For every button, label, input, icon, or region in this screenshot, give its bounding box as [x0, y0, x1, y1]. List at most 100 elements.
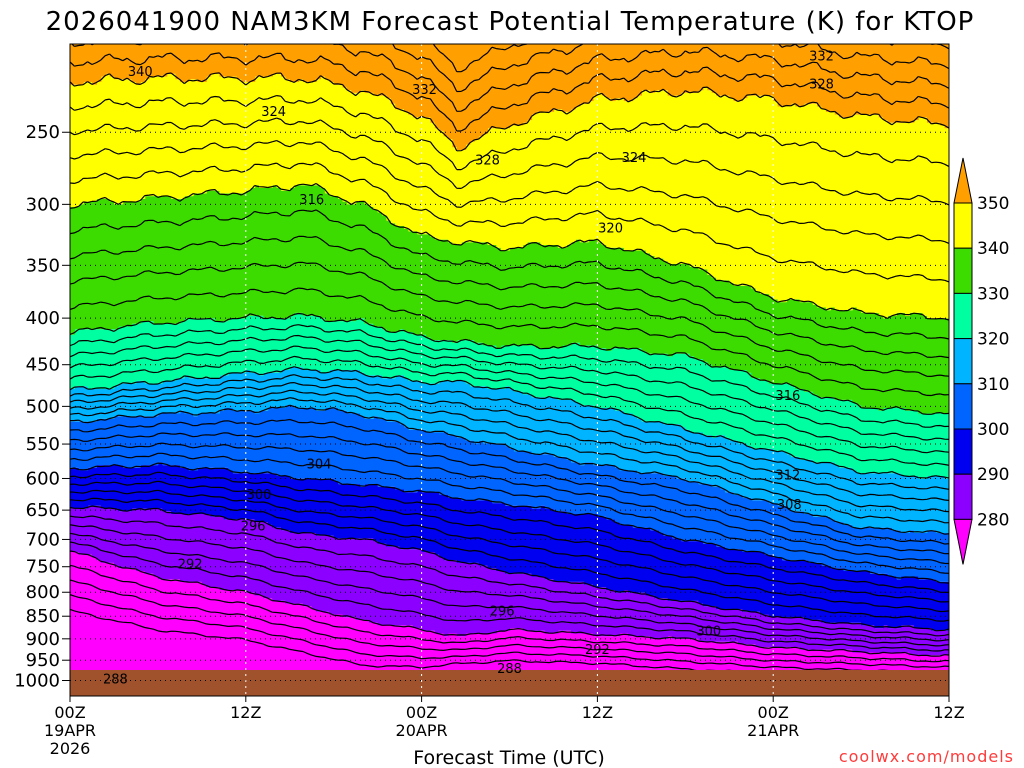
- colorbar-swatch: [953, 292, 973, 340]
- contour-290: [70, 505, 949, 632]
- contour-label: 292: [585, 643, 610, 658]
- colorbar-legend: 350 340 330 320 310 300 290 280: [953, 157, 1009, 565]
- fill-band-4: [70, 367, 949, 533]
- colorbar-swatch: [953, 383, 973, 430]
- fill-band-0: [70, 552, 949, 696]
- contour-334: [70, 261, 949, 377]
- y-axis: 2503003504004505005506006507007508008509…: [14, 122, 70, 691]
- colorbar-swatch: [953, 428, 973, 475]
- fill-band-6: [70, 185, 949, 414]
- contour-276: [70, 579, 949, 668]
- contour-292: [70, 497, 949, 622]
- contour-324: [70, 345, 949, 454]
- contour-356: [392, 44, 949, 93]
- contour-336: [70, 235, 949, 359]
- colorbar-bottom-arrow: [953, 518, 973, 565]
- colorbar-top-arrow: [953, 157, 973, 204]
- y-tick-label: 750: [26, 557, 60, 578]
- contour-314: [70, 389, 949, 513]
- contour-306: [70, 432, 949, 555]
- y-tick-label: 300: [26, 194, 60, 215]
- contour-320: [70, 366, 949, 479]
- contour-label: 296: [241, 520, 266, 535]
- colorbar-label: 290: [977, 465, 1009, 485]
- contour-338: [70, 209, 949, 340]
- contour-label: 288: [497, 662, 522, 677]
- contour-318: [70, 374, 949, 490]
- contour-label: 300: [696, 624, 721, 639]
- y-tick-label: 350: [26, 255, 60, 276]
- colorbar-swatch: [953, 202, 973, 249]
- contour-354: [71, 44, 949, 112]
- x-axis-label: Forecast Time (UTC): [413, 747, 604, 768]
- fill-band-5: [70, 312, 949, 479]
- fill-band-8: [70, 44, 949, 150]
- contour-348: [70, 95, 949, 171]
- y-tick-label: 1000: [14, 670, 60, 691]
- contour-342: [70, 162, 949, 283]
- colorbar-label: 320: [977, 330, 1009, 350]
- contour-label: 308: [777, 498, 802, 513]
- contour-label: 324: [622, 151, 647, 166]
- colorbar-label: 350: [977, 194, 1009, 214]
- contour-302: [70, 452, 949, 574]
- x-tick-date: 20APR: [396, 721, 448, 740]
- chart-title: 2026041900 NAM3KM Forecast Potential Tem…: [46, 7, 975, 37]
- contour-label: 332: [809, 50, 834, 65]
- contour-label: 340: [128, 65, 153, 80]
- y-tick-label: 850: [26, 606, 60, 627]
- contour-294: [70, 489, 949, 613]
- contour-308: [70, 418, 949, 545]
- contour-316: [70, 382, 949, 502]
- contour-280: [70, 550, 949, 657]
- contour-label: 328: [809, 77, 834, 92]
- contour-label: 320: [598, 221, 623, 236]
- colorbar-label: 310: [977, 375, 1009, 395]
- y-tick-label: 600: [26, 468, 60, 489]
- contour-label: 312: [775, 468, 800, 483]
- x-tick-label: 00Z: [54, 703, 85, 722]
- contour-288: [70, 515, 949, 637]
- credit-text: coolwx.com/models: [839, 747, 1014, 766]
- x-tick-label: 00Z: [406, 703, 437, 722]
- contour-282: [70, 541, 949, 652]
- contour-326: [70, 334, 949, 441]
- contour-346: [70, 117, 949, 206]
- y-tick-label: 900: [26, 629, 60, 650]
- colorbar-label: 280: [977, 510, 1009, 530]
- y-tick-label: 550: [26, 434, 60, 455]
- contour-328: [70, 324, 949, 428]
- contour-label: 316: [775, 389, 800, 404]
- colorbar-swatch: [953, 473, 973, 520]
- colorbar-label: 300: [977, 420, 1009, 440]
- contour-296: [70, 480, 949, 603]
- contour-label: 304: [307, 458, 332, 473]
- contour-340: [70, 182, 949, 321]
- contour-332: [70, 287, 949, 397]
- y-tick-label: 250: [26, 122, 60, 143]
- contour-304: [70, 442, 949, 565]
- contour-352: [70, 52, 949, 132]
- x-tick-label: 12Z: [933, 703, 964, 722]
- contour-344: [70, 140, 949, 244]
- contour-310: [70, 404, 949, 535]
- contour-298: [70, 471, 949, 593]
- contour-label: 292: [178, 558, 203, 573]
- colorbar-swatch: [953, 338, 973, 385]
- contour-label: 296: [490, 605, 515, 620]
- contour-278: [70, 564, 949, 663]
- plot-frame: [69, 43, 950, 697]
- x-tick-label: 00Z: [758, 703, 789, 722]
- contour-label: 288: [103, 673, 128, 688]
- x-tick-date: 21APR: [747, 721, 799, 740]
- theta-contour-lines: [70, 44, 949, 680]
- contour-label: 316: [299, 193, 324, 208]
- contour-label: 324: [261, 105, 286, 120]
- y-tick-label: 800: [26, 582, 60, 603]
- x-tick-label: 12Z: [582, 703, 613, 722]
- contour-label: 328: [475, 154, 500, 169]
- y-tick-label: 450: [26, 355, 60, 376]
- y-tick-label: 500: [26, 396, 60, 417]
- y-tick-label: 950: [26, 650, 60, 671]
